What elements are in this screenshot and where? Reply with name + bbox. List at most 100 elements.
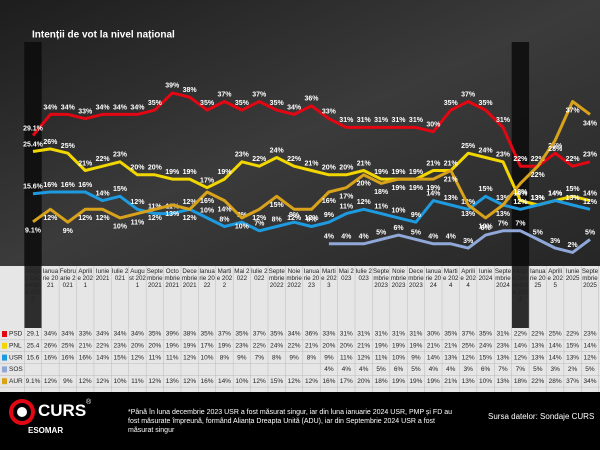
data-label: 16%	[43, 182, 58, 189]
table-cell: 9%	[411, 354, 421, 361]
table-cell: 37%	[462, 331, 475, 338]
table-cell: 35%	[235, 331, 248, 338]
table-cell: 34%	[44, 331, 57, 338]
table-cell: 16%	[79, 354, 92, 361]
logo-icon	[9, 399, 35, 425]
table-cell: 11%	[340, 354, 353, 361]
table-cell: 28%	[549, 378, 562, 385]
data-label: 12%	[78, 215, 93, 222]
table-cell: 13%	[531, 354, 544, 361]
data-label: 13%	[496, 211, 511, 218]
data-label: 13%	[165, 211, 180, 218]
table-cell: 14%	[549, 343, 562, 350]
legend-swatch	[2, 366, 7, 373]
table-cell: 15%	[270, 378, 283, 385]
data-label: 2%	[568, 242, 579, 249]
table-cell: 35%	[201, 331, 214, 338]
table-cell: 20%	[148, 343, 161, 350]
table-cell: 21%	[444, 378, 457, 385]
table-cell: 12%	[305, 378, 318, 385]
table-cell: 11%	[131, 378, 144, 385]
table-cell: 6%	[394, 366, 404, 373]
data-label: 8%	[306, 216, 317, 223]
table-cell: 19%	[427, 378, 440, 385]
data-label: 25%	[548, 143, 563, 150]
data-label: 37%	[566, 107, 581, 114]
table-cell: 31%	[409, 331, 422, 338]
x-tick-label: Octombrie 2021	[164, 268, 180, 289]
table-cell: 19%	[409, 343, 422, 350]
data-label: 19%	[409, 169, 424, 176]
data-label: 38%	[183, 87, 198, 94]
data-label: 13%	[566, 195, 581, 202]
data-label: 14%	[513, 190, 528, 197]
data-label: 13%	[444, 195, 459, 202]
data-label: 12%	[583, 199, 598, 206]
table-cell: 2%	[568, 366, 578, 373]
table-cell: 15%	[479, 354, 492, 361]
source: Sursa datelor: Sondaje CURS	[488, 412, 595, 421]
data-label: 9%	[237, 212, 248, 219]
table-cell: 33%	[322, 331, 335, 338]
table-cell: 10%	[392, 354, 405, 361]
data-label: 19%	[392, 169, 407, 176]
data-label: 31%	[392, 117, 407, 124]
data-label: 35%	[479, 100, 494, 107]
data-label: 28%	[548, 146, 563, 153]
data-label: 19%	[374, 169, 389, 176]
data-label: 11%	[131, 219, 145, 226]
data-label: 4%	[341, 234, 352, 241]
data-label: 37%	[217, 91, 232, 98]
data-label: 20%	[322, 165, 337, 172]
table-cell: 25%	[462, 343, 475, 350]
table-cell: 5%	[533, 366, 543, 373]
series-line	[328, 229, 591, 254]
data-label: 31%	[496, 117, 511, 124]
data-label: 21%	[426, 160, 441, 167]
data-label: 11%	[165, 203, 179, 210]
table-cell: 7%	[516, 366, 526, 373]
table-cell: 34%	[61, 331, 74, 338]
data-label: 20%	[339, 165, 354, 172]
data-label: 33%	[78, 109, 93, 116]
x-tick-label: Ianuarie 2025	[530, 268, 546, 289]
data-label: 21%	[304, 160, 319, 167]
data-label: 23%	[583, 152, 598, 159]
table-cell: 13%	[462, 378, 475, 385]
table-cell: 37%	[253, 331, 266, 338]
data-label: 13%	[531, 195, 546, 202]
series-line	[32, 100, 591, 224]
data-label: 24%	[479, 147, 494, 154]
table-cell: 13%	[496, 378, 509, 385]
table-cell: 31%	[392, 331, 405, 338]
table-cell: 20%	[340, 343, 353, 350]
data-label: 14%	[548, 190, 563, 197]
x-tick-label: Mai 2023	[338, 268, 354, 282]
table-cell: 22%	[288, 343, 301, 350]
table-cell: 35%	[479, 331, 492, 338]
data-label: 5%	[585, 229, 596, 236]
data-label: 11%	[340, 203, 354, 210]
table-cell: 23%	[583, 331, 596, 338]
data-label: 13%	[461, 211, 476, 218]
x-tick-label: Ianuarie 2023	[303, 268, 320, 289]
table-cell: 13%	[496, 354, 509, 361]
table-cell: 12%	[44, 378, 57, 385]
table-cell: 4%	[342, 366, 352, 373]
table-cell: 24%	[479, 343, 492, 350]
table-cell: 8%	[307, 354, 317, 361]
data-label: 35%	[270, 100, 285, 107]
data-label: 15%	[113, 186, 128, 193]
data-label: 16%	[322, 198, 337, 205]
table-cell: 4%	[359, 366, 369, 373]
data-label: 37%	[461, 91, 476, 98]
table-cell: 20%	[357, 378, 370, 385]
data-label: 22%	[566, 156, 581, 163]
table-cell: 38%	[183, 331, 196, 338]
legend-label: AUR	[9, 378, 23, 385]
data-label: 19%	[392, 185, 407, 192]
data-label: 13%	[531, 195, 546, 202]
data-label: 5%	[411, 229, 422, 236]
x-tick-label: August 2021	[129, 268, 146, 289]
